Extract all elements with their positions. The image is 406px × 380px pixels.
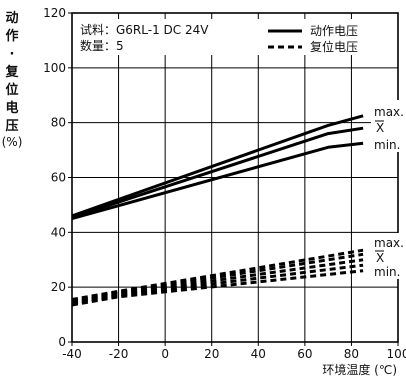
- operate-series-line: [71, 114, 364, 218]
- ylabel-char: 复: [4, 64, 19, 80]
- x-tick-label: 80: [344, 347, 359, 361]
- y-axis-label: 动 作 · 复 位 电 压 (%): [2, 11, 23, 149]
- release-series-line: [71, 248, 364, 301]
- legend-label-operate: 动作电压: [310, 24, 358, 38]
- ylabel-char: 电: [5, 100, 18, 116]
- info-line-count: 数量：5: [80, 38, 124, 53]
- ylabel-char: 压: [5, 119, 18, 134]
- series-end-labels: max. X min. max. X min.: [371, 100, 405, 279]
- y-tick-label: 80: [51, 116, 66, 130]
- operate-series-line: [71, 126, 364, 219]
- info-line-sample: 试料：G6RL-1 DC 24V: [80, 22, 209, 37]
- y-tick-label: 20: [51, 280, 66, 294]
- ylabel-char: 动: [5, 11, 18, 26]
- x-tick-label: 20: [204, 347, 219, 361]
- info-box-bg: [76, 19, 368, 55]
- release-series-line: [71, 258, 364, 304]
- x-tick-label: -40: [62, 347, 82, 361]
- grid: [71, 12, 399, 343]
- legend-label-release: 复位电压: [310, 39, 358, 54]
- x-tick-label: 100: [387, 347, 406, 361]
- x-tick-label: 40: [251, 347, 266, 361]
- y-ticks: 0 20 40 60 80 100 120: [43, 6, 72, 349]
- ylabel-char: 作: [5, 28, 18, 44]
- y-tick-label: 100: [43, 61, 66, 75]
- x-ticks: -40 -20 0 20 40 60 80 100: [62, 342, 406, 361]
- operate-min-label: min.: [374, 138, 400, 152]
- x-tick-label: -20: [109, 347, 129, 361]
- release-series-line: [71, 252, 364, 303]
- y-tick-label: 60: [51, 171, 66, 185]
- x-tick-label: 60: [297, 347, 312, 361]
- ylabel-char: ·: [10, 47, 15, 62]
- y-tick-label: 40: [51, 225, 66, 239]
- series-group: [71, 114, 364, 307]
- x-axis-label: 环境温度 (℃): [322, 362, 397, 377]
- operate-max-label: max.: [374, 105, 404, 119]
- end-label-bg-operate: [371, 100, 405, 152]
- y-tick-label: 120: [43, 6, 66, 20]
- operate-series-line: [71, 141, 364, 221]
- ylabel-unit: (%): [2, 135, 23, 149]
- x-tick-label: 0: [161, 347, 169, 361]
- release-max-label: max.: [374, 236, 404, 250]
- ylabel-char: 位: [5, 82, 18, 98]
- release-min-label: min.: [374, 265, 400, 279]
- release-mean-label: X: [376, 251, 384, 265]
- release-series-line: [71, 269, 364, 307]
- release-series-line: [71, 263, 364, 306]
- operate-mean-label: X: [376, 121, 384, 135]
- end-label-bg-release: [371, 233, 405, 279]
- y-tick-label: 0: [58, 335, 66, 349]
